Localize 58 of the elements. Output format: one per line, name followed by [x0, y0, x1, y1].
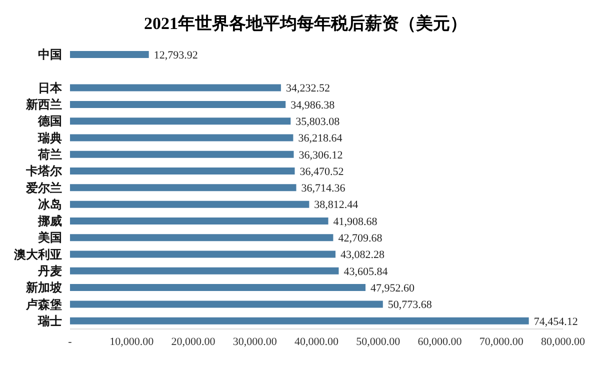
y-tick-label: 瑞士 [37, 314, 62, 328]
x-tick-label: 70,000.00 [479, 336, 524, 348]
y-tick-label: 美国 [37, 230, 62, 245]
x-tick-label: 30,000.00 [232, 336, 278, 348]
data-label: 74,454.12 [534, 316, 578, 328]
data-label: 34,986.38 [290, 99, 336, 112]
x-tick-label: 80,000.00 [541, 336, 586, 348]
bar [70, 250, 336, 258]
bar [70, 51, 149, 58]
y-tick-label: 新西兰 [25, 98, 62, 112]
y-tick-label: 冰岛 [38, 197, 62, 212]
bar [70, 100, 286, 108]
bar [70, 234, 334, 242]
data-label: 43,082.28 [340, 249, 385, 262]
data-label: 50,773.68 [388, 299, 432, 312]
data-label: 41,908.68 [333, 216, 378, 228]
bar [70, 150, 294, 158]
data-label: 34,232.52 [286, 82, 330, 95]
bar [70, 184, 296, 192]
bar [70, 84, 281, 92]
data-label: 38,812.44 [314, 199, 359, 212]
bar [70, 200, 310, 208]
data-label: 36,714.36 [301, 182, 346, 195]
x-tick-label: 60,000.00 [418, 336, 462, 348]
data-label: 36,218.64 [298, 132, 343, 145]
x-tick-label: 50,000.00 [356, 336, 401, 348]
x-tick-label: 40,000.00 [294, 336, 339, 348]
x-tick-label: 10,000.00 [110, 336, 154, 348]
data-label: 42,709.68 [338, 232, 383, 245]
y-tick-label: 卢森堡 [25, 297, 62, 312]
bar [70, 168, 295, 175]
bar [70, 284, 366, 292]
data-label: 36,306.12 [298, 149, 343, 162]
data-label: 43,605.84 [344, 266, 388, 278]
y-tick-label: 日本 [38, 80, 63, 95]
bar [70, 317, 529, 324]
data-label: 47,952.60 [370, 282, 416, 294]
y-tick-label: 挪威 [37, 214, 62, 228]
bar [70, 267, 339, 274]
data-label: 36,470.52 [300, 166, 344, 178]
y-tick-label: 爱尔兰 [25, 180, 62, 195]
bar [70, 217, 328, 224]
x-tick-label: - [68, 336, 72, 348]
y-tick-label: 瑞典 [37, 130, 62, 145]
bar [70, 300, 383, 308]
x-tick-label: 20,000.00 [171, 336, 216, 348]
y-tick-label: 德国 [37, 114, 62, 128]
y-tick-label: 中国 [38, 48, 62, 62]
data-label: 12,793.92 [154, 49, 198, 62]
chart-title: 2021年世界各地平均每年税后薪资（美元） [143, 13, 468, 35]
y-tick-label: 荷兰 [37, 147, 62, 162]
y-tick-label: 卡塔尔 [25, 164, 63, 178]
y-tick-label: 澳大利亚 [13, 247, 62, 262]
y-tick-label: 新加坡 [25, 280, 63, 295]
bar [70, 134, 294, 142]
data-label: 35,803.08 [296, 116, 340, 128]
y-tick-label: 丹麦 [37, 264, 62, 278]
bar [70, 118, 291, 125]
